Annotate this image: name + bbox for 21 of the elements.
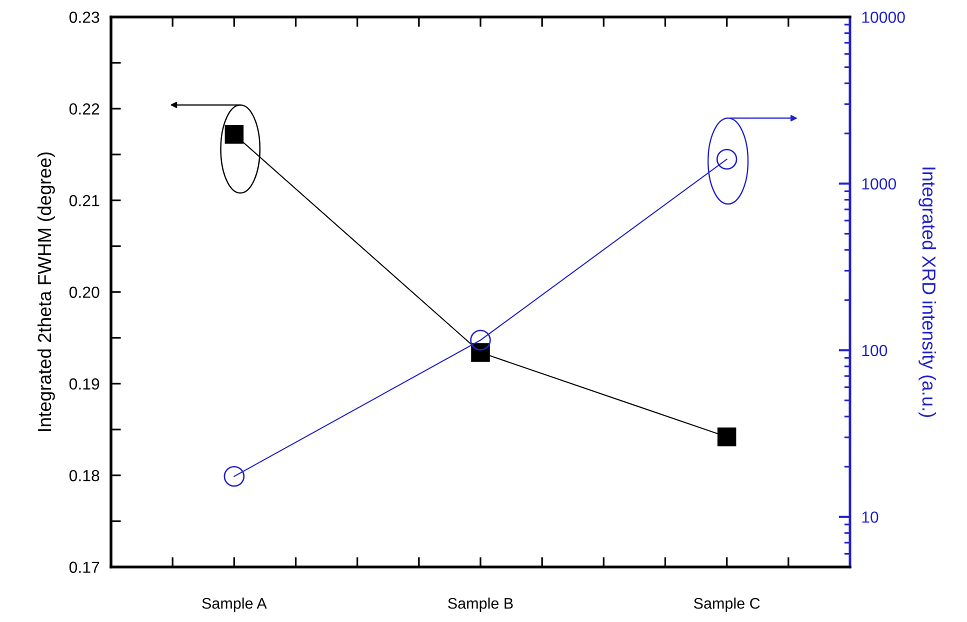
- y2-tick-label: 1000: [862, 178, 896, 190]
- point: [716, 148, 738, 170]
- y-tick-label: 0.18: [69, 470, 100, 482]
- point: [224, 124, 244, 144]
- point: [470, 330, 491, 351]
- y-tick-label: 0.22: [69, 103, 100, 115]
- point: [717, 427, 736, 446]
- y-tick-label: 0.20: [69, 286, 100, 298]
- y2-axis-title: Integrated XRD intensity (a.u.): [918, 168, 936, 417]
- y2-tick-label: 10: [862, 511, 878, 523]
- x-tick-label: Sample A: [202, 598, 267, 612]
- point: [224, 466, 245, 487]
- y2-tick-label: 100: [862, 344, 888, 356]
- x-tick-label: Sample C: [694, 598, 760, 612]
- x-tick-label: Sample B: [448, 598, 513, 612]
- y-tick-label: 0.21: [69, 194, 100, 206]
- y-tick-label: 0.23: [69, 12, 100, 23]
- y-tick-label: 0.17: [69, 562, 100, 573]
- y2-tick-label: 10000: [862, 12, 905, 23]
- y-axis-title: Integrated 2theta FWHM (degree): [37, 152, 55, 431]
- y-tick-label: 0.19: [69, 378, 100, 390]
